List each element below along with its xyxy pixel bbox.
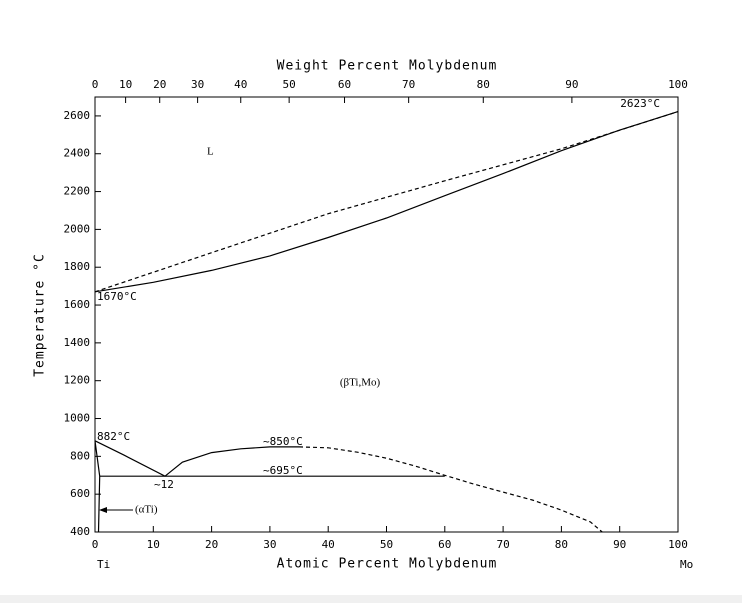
x2-tick-label: 100	[668, 78, 688, 91]
y-tick-label: 2000	[64, 222, 91, 235]
y-tick-label: 2600	[64, 109, 91, 122]
annotation: 2623°C	[620, 97, 660, 110]
x-axis-title: Atomic Percent Molybdenum	[277, 557, 498, 572]
x-tick-label: 50	[380, 538, 393, 551]
annotation: (βTi,Mo)	[340, 377, 381, 389]
y-tick-label: 1000	[64, 412, 91, 425]
x2-axis-title: Weight Percent Molybdenum	[277, 59, 498, 74]
y-tick-label: 600	[70, 487, 90, 500]
x-tick-label: 80	[555, 538, 568, 551]
x2-tick-label: 90	[565, 78, 578, 91]
annotation: 1670°C	[97, 290, 137, 303]
x2-tick-label: 80	[477, 78, 490, 91]
x2-tick-label: 0	[92, 78, 99, 91]
x2-tick-label: 30	[191, 78, 204, 91]
x-tick-label: 0	[92, 538, 99, 551]
y-tick-label: 800	[70, 449, 90, 462]
annotation: (αTi)	[135, 504, 158, 516]
y-axis-title: Temperature °C	[33, 253, 48, 377]
phase-boundary	[94, 111, 679, 293]
x-tick-label: 10	[147, 538, 160, 551]
footer-bar	[0, 595, 742, 603]
plot-frame	[94, 96, 679, 533]
annotation: Mo	[680, 558, 693, 571]
x-tick-label: 100	[668, 538, 688, 551]
x2-tick-label: 60	[338, 78, 351, 91]
annotation: L	[207, 146, 214, 158]
y-tick-label: 400	[70, 525, 90, 538]
x2-tick-label: 10	[119, 78, 132, 91]
x-tick-label: 90	[613, 538, 626, 551]
annotation: ~695°C	[263, 464, 303, 477]
y-tick-label: 1400	[64, 336, 91, 349]
annotation: ~850°C	[263, 435, 303, 448]
x2-tick-label: 70	[402, 78, 415, 91]
x-tick-label: 30	[263, 538, 276, 551]
x2-tick-label: 40	[234, 78, 247, 91]
x-tick-label: 70	[496, 538, 509, 551]
y-tick-label: 2400	[64, 147, 91, 160]
phase-boundary	[298, 446, 603, 533]
y-tick-label: 1800	[64, 260, 91, 273]
x-tick-label: 60	[438, 538, 451, 551]
annotation: ~12	[154, 478, 174, 491]
phase-boundary	[94, 440, 299, 477]
x-tick-label: 20	[205, 538, 218, 551]
y-tick-label: 1600	[64, 298, 91, 311]
y-tick-label: 2200	[64, 185, 91, 198]
annotation: 882°C	[97, 430, 130, 443]
x2-tick-label: 50	[283, 78, 296, 91]
x-tick-label: 40	[322, 538, 335, 551]
y-tick-label: 1200	[64, 374, 91, 387]
annotation: Ti	[97, 558, 110, 571]
x2-tick-label: 20	[153, 78, 166, 91]
arrow-head	[99, 507, 107, 513]
phase-boundary	[94, 440, 101, 533]
phase-boundary	[94, 111, 679, 293]
